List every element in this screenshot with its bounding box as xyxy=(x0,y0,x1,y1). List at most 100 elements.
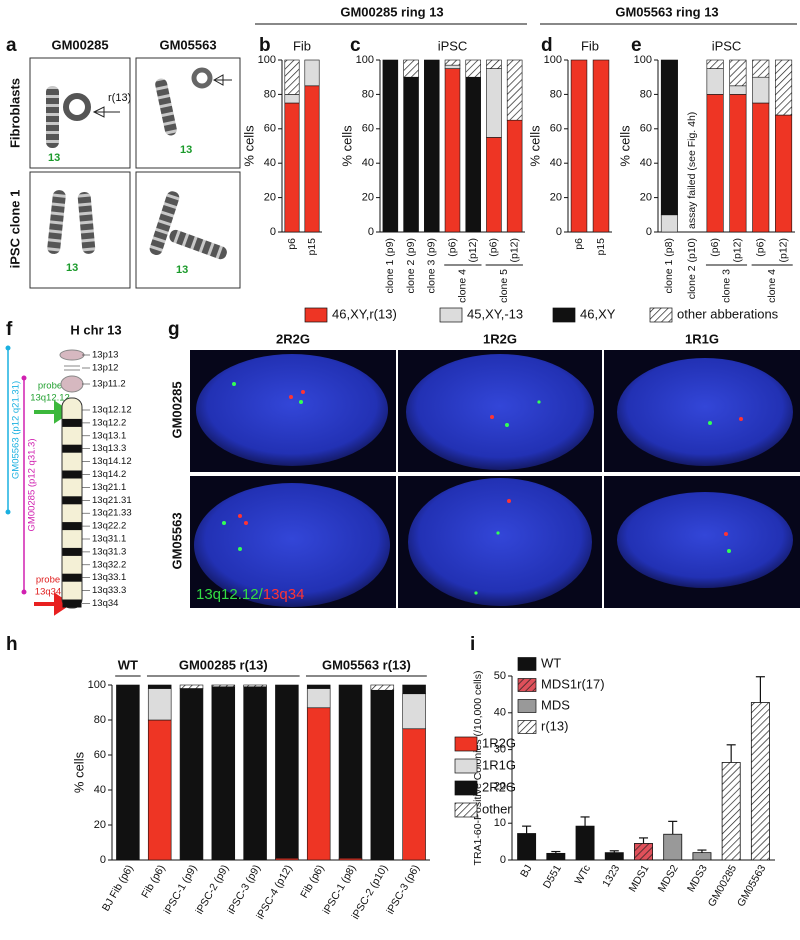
bar-segment xyxy=(284,102,300,233)
green-signal xyxy=(232,382,236,386)
bar-segment xyxy=(775,59,793,116)
x-tick-label: GM00285 xyxy=(706,863,740,909)
bar-segment xyxy=(402,684,426,695)
bar-segment xyxy=(706,59,724,69)
red-signal xyxy=(244,521,248,525)
y-tick-label: 0 xyxy=(500,854,506,866)
panel-label: i xyxy=(470,634,475,655)
y-tick-label: 100 xyxy=(544,54,562,66)
panel-label: f xyxy=(6,319,13,340)
red-signal xyxy=(301,390,305,394)
line-end xyxy=(5,345,11,351)
x-tick-label: BJ Fib (p6) xyxy=(100,863,136,913)
bar-segment xyxy=(382,59,399,233)
ideogram-title: H chr 13 xyxy=(70,322,121,337)
red-signal xyxy=(739,417,743,421)
group-header: GM00285 ring 13 xyxy=(340,4,443,19)
legend-label: r(13) xyxy=(541,718,568,733)
bar-segment xyxy=(570,59,588,233)
dark-band xyxy=(62,418,82,427)
nucleus xyxy=(617,358,793,466)
y-tick-label: 60 xyxy=(640,123,652,135)
y-tick-label: 80 xyxy=(550,88,562,100)
chromosome xyxy=(149,191,180,255)
legend-swatch xyxy=(304,307,328,323)
karyotype-image xyxy=(135,171,241,289)
bar-segment xyxy=(306,688,331,709)
y-tick-label: 60 xyxy=(94,749,106,761)
y-tick-label: 40 xyxy=(94,784,106,796)
chromosome-label: 13 xyxy=(176,264,188,276)
x-tick-label: p6 xyxy=(573,238,585,250)
bar-segment xyxy=(402,693,426,730)
legend-label: 46,XY xyxy=(580,306,616,321)
bar-segment xyxy=(506,59,523,121)
y-tick-label: 40 xyxy=(550,157,562,169)
band-label: 13q33.3 xyxy=(92,585,126,596)
legend-label: MDS xyxy=(541,697,570,712)
bar-segment xyxy=(403,59,419,78)
red-signal xyxy=(724,532,728,536)
line-end xyxy=(21,375,27,381)
chromosome xyxy=(169,229,227,260)
legend-label: 46,XY,r(13) xyxy=(332,306,397,321)
y-tick-label: 80 xyxy=(264,88,276,100)
nucleus xyxy=(617,492,793,588)
bar-segment xyxy=(304,85,320,233)
green-signal xyxy=(708,421,712,425)
bar-segment xyxy=(116,684,140,861)
y-axis-label: % cells xyxy=(71,751,86,793)
red-signal xyxy=(507,499,511,503)
group-label: clone 4 xyxy=(766,269,778,303)
bar-segment xyxy=(211,686,236,861)
panel-a: GM00285 GM05563 Fibroblasts iPSC clone 1… xyxy=(7,37,241,289)
green-signal xyxy=(537,400,541,404)
arrow xyxy=(92,106,120,118)
caption-red: 13q34 xyxy=(263,586,305,603)
green-signal xyxy=(505,423,509,427)
group-label: GM00285 r(13) xyxy=(179,657,268,672)
legend-swatch xyxy=(454,802,478,818)
chromosome xyxy=(47,190,66,254)
x-tick-label: MDS1 xyxy=(627,863,652,894)
row-label: Fibroblasts xyxy=(7,78,22,148)
column-label: 1R1G xyxy=(685,331,719,346)
bar-segment xyxy=(403,76,419,233)
legend-swatch xyxy=(649,307,673,323)
panel-label: c xyxy=(350,35,361,56)
x-tick-label: MDS3 xyxy=(685,863,710,894)
row-label: GM05563 xyxy=(169,512,184,569)
band-label: 13q14.12 xyxy=(92,456,132,467)
x-tick-label: clone 2 (p9) xyxy=(405,238,417,293)
nucleus xyxy=(408,478,592,606)
chromosome xyxy=(46,86,59,148)
bar-segment xyxy=(284,94,300,104)
legend-label: WT xyxy=(541,655,561,670)
x-tick-label: GM05563 xyxy=(735,863,769,909)
fish-signals xyxy=(222,382,743,595)
bar xyxy=(692,852,712,861)
y-tick-label: 80 xyxy=(94,714,106,726)
p-arm xyxy=(60,375,84,393)
y-tick-label: 0 xyxy=(556,226,562,238)
bar-segment xyxy=(147,719,172,861)
band-label: 13q33.1 xyxy=(92,572,126,583)
dark-band xyxy=(62,599,82,608)
group-label: WT xyxy=(118,657,138,672)
y-tick-label: 100 xyxy=(258,54,276,66)
x-tick-label: Fib (p6) xyxy=(139,863,167,900)
column-label: 2R2G xyxy=(276,331,310,346)
x-tick-label: (p12) xyxy=(508,238,520,263)
bar-segment xyxy=(243,684,267,688)
y-tick-label: 0 xyxy=(270,226,276,238)
bar-segment xyxy=(775,114,793,233)
y-tick-label: 20 xyxy=(494,780,506,792)
y-axis-label: % cells xyxy=(617,125,632,167)
chart-title: Fib xyxy=(581,38,599,53)
bar-segment xyxy=(752,102,770,233)
red-signal xyxy=(238,514,242,518)
y-tick-label: 0 xyxy=(100,854,106,866)
column-label: GM05563 xyxy=(159,37,216,52)
y-tick-label: 0 xyxy=(646,226,652,238)
bar-segment xyxy=(752,59,770,78)
